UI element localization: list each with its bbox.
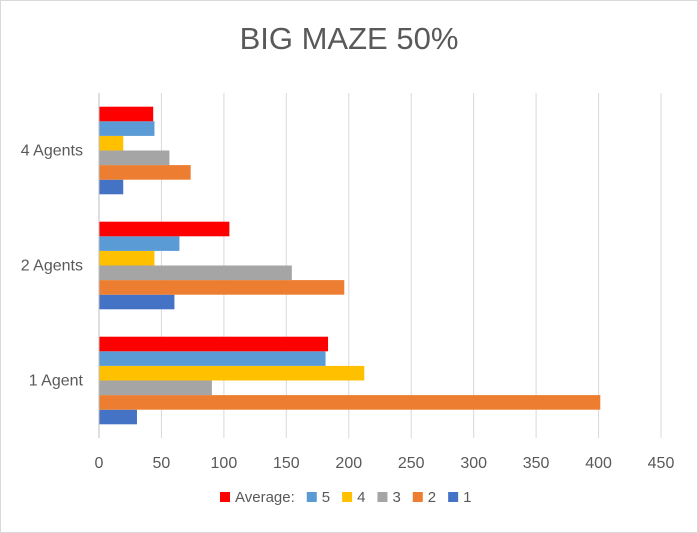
bar	[99, 250, 155, 266]
bar	[99, 106, 154, 122]
legend-label: 3	[392, 489, 400, 506]
category-label: 4 Agents	[21, 143, 83, 160]
category-label: 1 Agent	[29, 373, 84, 390]
x-tick-label: 150	[273, 455, 300, 472]
x-tick-label: 300	[460, 455, 487, 472]
x-tick-label: 200	[335, 455, 362, 472]
x-tick-label: 50	[153, 455, 171, 472]
legend-label: 4	[357, 489, 365, 506]
bar	[99, 265, 292, 281]
legend-swatch	[377, 492, 388, 502]
bar	[99, 179, 124, 195]
bar	[99, 409, 137, 425]
x-tick-label: 450	[648, 455, 675, 472]
legend-label: 5	[322, 489, 330, 506]
x-tick-label: 0	[95, 455, 104, 472]
bar	[99, 135, 124, 151]
x-tick-label: 350	[523, 455, 550, 472]
bar	[99, 165, 191, 180]
bar	[99, 221, 230, 237]
legend-swatch	[412, 492, 423, 502]
legend-label: 2	[428, 489, 436, 506]
bar	[99, 280, 345, 295]
x-tick-label: 400	[585, 455, 612, 472]
legend-swatch	[342, 492, 353, 502]
bar	[99, 380, 212, 396]
bar	[99, 395, 601, 410]
bar	[99, 351, 326, 366]
legend-swatch	[220, 492, 230, 502]
bar	[99, 336, 329, 352]
legend-swatch	[448, 492, 459, 502]
bar	[99, 236, 180, 251]
bar	[99, 294, 175, 310]
bar	[99, 121, 155, 136]
bar	[99, 150, 170, 166]
bar	[99, 365, 365, 381]
legend-swatch	[306, 492, 317, 502]
x-tick-label: 250	[398, 455, 425, 472]
category-label: 2 Agents	[21, 258, 83, 275]
legend-label: 1	[463, 489, 471, 506]
x-tick-label: 100	[211, 455, 238, 472]
chart-title: BIG MAZE 50%	[239, 21, 459, 56]
legend-label: Average:	[235, 489, 295, 506]
